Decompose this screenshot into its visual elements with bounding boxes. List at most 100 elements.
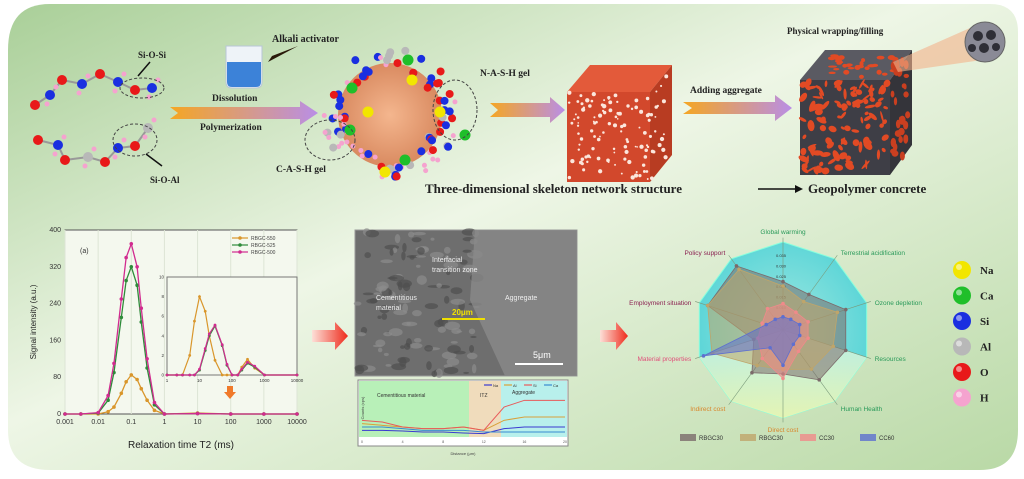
aggregate-speck	[626, 140, 630, 144]
atom-h	[112, 88, 118, 94]
cementitious-label-1: Cementitious	[376, 295, 417, 302]
data-point	[195, 411, 200, 416]
eds-line-scan-chart: Cementitious material ITZ Aggregate 0 4 8 1…	[357, 379, 569, 456]
binder-streak	[903, 91, 909, 98]
atom-h	[430, 156, 436, 162]
inset-data-point	[295, 373, 299, 377]
texture-grain	[416, 275, 427, 285]
binder-streak	[836, 103, 843, 109]
texture-grain	[462, 249, 472, 253]
data-point	[106, 409, 110, 414]
inset-data-point	[207, 332, 211, 336]
y-tick-label: 160	[49, 337, 61, 344]
process-arrow-1	[170, 101, 318, 125]
highlight	[956, 315, 962, 321]
red-arrow-1	[312, 322, 348, 350]
cash-gel-label: C-A-S-H gel	[276, 165, 326, 175]
binder-streak	[898, 136, 903, 143]
aggregate-speck	[655, 90, 658, 93]
binder-streak	[819, 161, 824, 167]
aggregate-speck	[578, 143, 581, 146]
binder-streak	[865, 123, 871, 130]
x-tick-label: 10000	[287, 419, 307, 426]
atom-o	[436, 127, 445, 136]
binder-streak	[868, 112, 877, 121]
atom-h	[52, 151, 58, 157]
texture-grain	[468, 328, 476, 335]
data-point	[124, 278, 128, 283]
inset-x-tick-label: 100	[228, 378, 236, 383]
aggregate-speck	[634, 145, 637, 148]
eds-x-label: Distance (μm)	[451, 451, 477, 456]
texture-grain	[450, 340, 458, 344]
binder-streak	[867, 64, 877, 68]
texture-grain	[354, 364, 369, 372]
binder-streak	[813, 167, 819, 175]
atom-h	[358, 147, 364, 153]
aggregate-speck	[648, 134, 653, 138]
binder-streak	[864, 111, 869, 116]
radar-axis-label: Ozone depletion	[875, 300, 923, 307]
aggregate-speck	[612, 147, 616, 151]
texture-grain	[466, 352, 478, 360]
aggregate-speck	[577, 122, 580, 124]
aggregate-speck	[623, 144, 628, 149]
element-ball-o	[953, 363, 971, 381]
legend-label: Al	[513, 383, 517, 388]
scale-bar-label: 5μm	[533, 350, 551, 360]
binder-streak	[905, 111, 911, 119]
geopolymer-label: Geopolymer concrete	[808, 181, 927, 196]
atom-o	[436, 67, 445, 76]
aggregate-speck	[603, 99, 606, 102]
data-point	[119, 297, 124, 301]
texture-grain	[415, 255, 427, 258]
atom-si	[441, 121, 450, 130]
binder-streak	[858, 79, 865, 89]
texture-grain	[385, 364, 392, 367]
region-label-cementitious: Cementitious material	[377, 393, 425, 399]
texture-grain	[404, 342, 411, 350]
aggregate-speck	[582, 168, 586, 172]
radar-axis-label: Direct cost	[768, 427, 799, 434]
data-point	[135, 265, 139, 269]
binder-streak	[821, 167, 830, 175]
aggregate-speck	[646, 145, 650, 149]
atom-si	[364, 150, 373, 159]
radar-point	[807, 292, 811, 297]
atom-h	[146, 94, 152, 100]
texture-grain	[397, 299, 412, 304]
region-itz	[469, 381, 501, 437]
radar-point	[755, 363, 759, 368]
atom-al	[386, 48, 395, 57]
aggregate-speck	[614, 163, 616, 166]
aggregate-speck	[644, 148, 648, 152]
binder-streak	[838, 152, 848, 160]
panel-label: (a)	[80, 248, 89, 255]
inset-y-tick-label: 2	[161, 353, 164, 358]
atom-ca	[459, 129, 471, 141]
data-point	[119, 315, 124, 320]
binder-streak	[838, 144, 843, 151]
binder-streak	[861, 82, 869, 89]
inset-x-tick-label: 1	[166, 378, 169, 383]
eds-line-Na	[362, 426, 565, 435]
legend-marker	[238, 236, 242, 240]
binder-streak	[903, 73, 909, 79]
aggregate-speck	[599, 135, 601, 138]
texture-grain	[443, 366, 459, 375]
aggregate-speck	[654, 115, 657, 118]
aggregate-speck	[570, 158, 575, 164]
texture-grain	[444, 321, 461, 331]
binder-streak	[890, 90, 895, 98]
radar-point	[781, 301, 785, 306]
binder-streak	[825, 137, 833, 145]
texture-grain	[373, 292, 381, 295]
texture-grain	[446, 357, 460, 366]
nmr-chart: (a) Relaxation time T2 (ms) Signal inten…	[29, 227, 307, 451]
texture-grain	[431, 370, 438, 378]
atom-o	[100, 157, 110, 167]
texture-grain	[443, 246, 451, 254]
element-ball-h	[953, 388, 971, 407]
inset-x-tick-label: 10000	[291, 378, 304, 383]
